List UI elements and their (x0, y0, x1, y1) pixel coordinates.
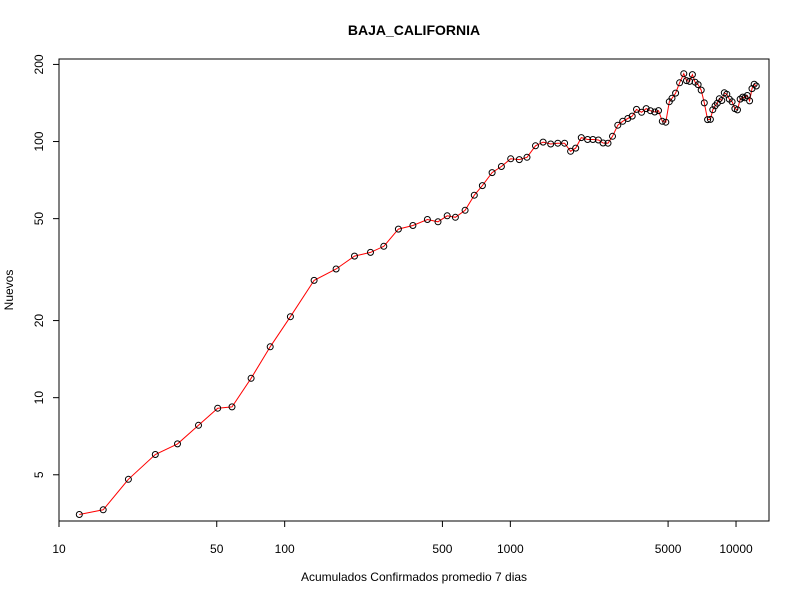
data-point (266, 343, 274, 351)
data-point (741, 94, 749, 102)
data-point (451, 213, 459, 221)
data-point (752, 82, 760, 90)
plot-box (58, 58, 770, 522)
data-point (572, 144, 580, 152)
data-point (488, 169, 496, 177)
data-point (567, 147, 575, 155)
data-point (547, 140, 555, 148)
data-point (461, 206, 469, 214)
data-point (599, 139, 607, 147)
y-tick-label: 5 (32, 471, 46, 478)
data-point (633, 105, 640, 113)
y-axis: 5 10 20 50 100 200 (32, 54, 60, 478)
x-tick-label: 10 (52, 542, 66, 556)
chart-title: BAJA_CALIFORNIA (348, 22, 480, 38)
data-point (423, 216, 431, 223)
data-point (604, 139, 612, 147)
y-axis-label: Nuevos (2, 270, 16, 311)
data-point (443, 212, 451, 220)
data-point (680, 70, 688, 78)
data-point (434, 218, 442, 226)
data-point (750, 80, 758, 88)
data-point (584, 136, 592, 143)
data-point (646, 107, 654, 115)
data-point (709, 106, 717, 114)
data-point (367, 248, 374, 256)
data-point (728, 98, 736, 106)
data-point (706, 115, 714, 123)
data-point (124, 475, 132, 483)
data-point (497, 163, 505, 170)
data-point (394, 225, 402, 233)
data-point (697, 86, 705, 94)
x-tick-label: 500 (432, 542, 452, 556)
x-axis: 10 50 100 500 1000 5000 10000 (52, 520, 753, 556)
data-point (75, 511, 83, 518)
data-point (99, 506, 107, 514)
data-point (700, 99, 708, 107)
x-axis-label: Acumulados Confirmados promedio 7 dias (301, 570, 527, 584)
data-point (683, 77, 690, 85)
data-point (704, 116, 712, 124)
series-line (79, 72, 757, 515)
data-point (409, 222, 417, 229)
data-point (662, 118, 670, 126)
data-point (655, 107, 662, 115)
data-point (539, 138, 547, 146)
data-point (638, 108, 646, 116)
data-point (214, 404, 222, 412)
x-tick-label: 10000 (719, 542, 753, 556)
data-point (247, 374, 255, 382)
data-point (718, 97, 726, 104)
data-point (380, 242, 388, 250)
x-tick-label: 5000 (655, 542, 682, 556)
data-point (658, 117, 666, 125)
series-group (75, 70, 760, 518)
x-tick-label: 100 (275, 542, 295, 556)
data-point (628, 112, 636, 120)
y-tick-label: 200 (32, 54, 46, 74)
data-point (151, 451, 159, 458)
data-point (668, 94, 676, 102)
data-point (310, 276, 318, 284)
data-point (174, 440, 181, 448)
x-tick-label: 1000 (497, 542, 524, 556)
data-point (515, 156, 523, 164)
data-point (561, 139, 569, 147)
y-tick-label: 50 (32, 212, 46, 226)
data-point (676, 79, 684, 87)
y-tick-label: 100 (32, 131, 46, 151)
data-point (688, 71, 696, 79)
data-point (332, 265, 340, 273)
x-tick-label: 50 (210, 542, 224, 556)
data-point (746, 97, 754, 105)
data-point (672, 89, 680, 97)
data-point (478, 182, 486, 190)
data-point (532, 142, 539, 150)
data-point (195, 421, 202, 429)
data-point (642, 105, 650, 113)
data-point (351, 252, 358, 260)
y-tick-label: 10 (32, 391, 46, 405)
data-point (694, 81, 702, 89)
data-point (609, 132, 616, 140)
data-point (286, 313, 294, 321)
data-point (651, 108, 659, 116)
y-tick-label: 20 (32, 314, 46, 328)
data-point (228, 403, 236, 411)
data-point (734, 106, 741, 114)
data-point (577, 134, 585, 142)
data-point (523, 153, 531, 161)
data-point (614, 121, 622, 129)
data-point (554, 139, 562, 147)
data-point (507, 155, 515, 163)
data-point (470, 191, 478, 199)
